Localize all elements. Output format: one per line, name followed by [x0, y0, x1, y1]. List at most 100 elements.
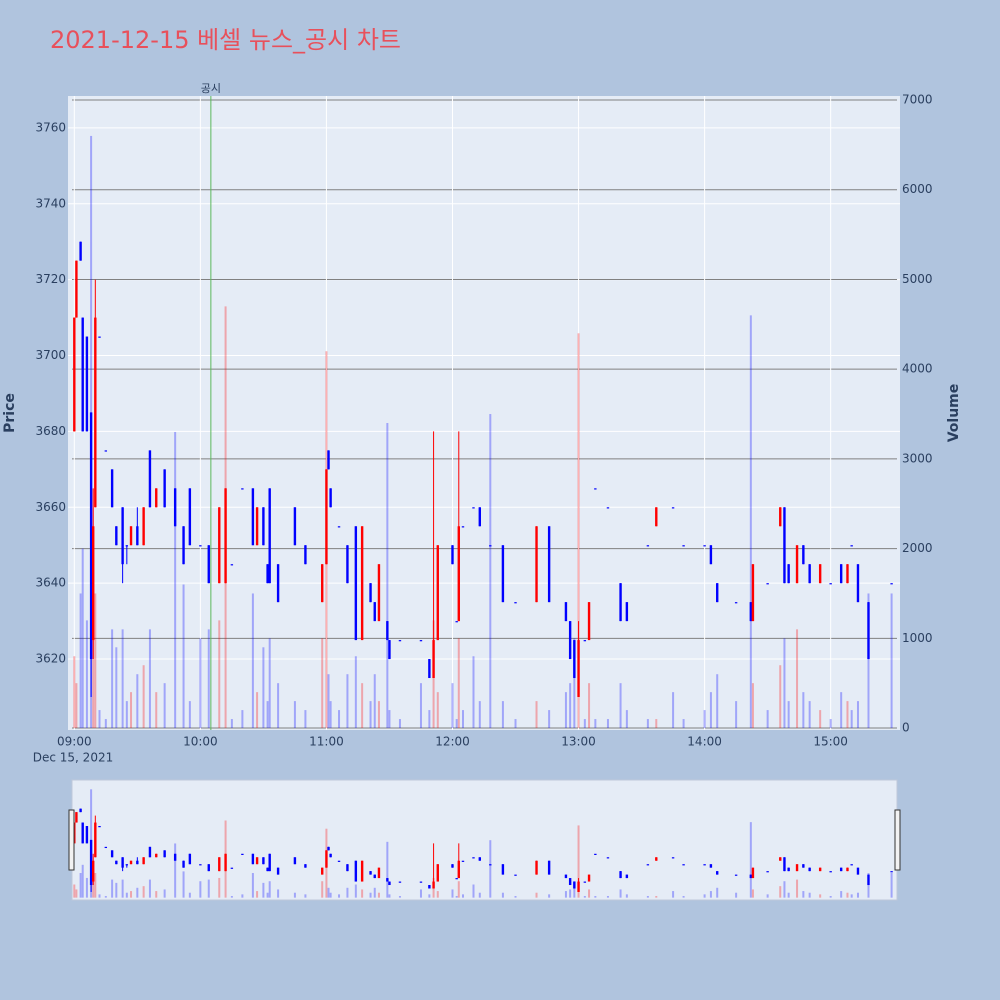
- candle-body: [856, 564, 860, 603]
- volume-bar: [241, 710, 244, 729]
- y-tick-label: 3760: [35, 120, 66, 134]
- volume-bar: [890, 593, 893, 729]
- candle-body: [655, 507, 658, 527]
- volume-bar: [829, 719, 832, 729]
- candle-body-mini: [75, 812, 78, 823]
- volume-bar: [398, 719, 401, 729]
- candle-body-mini: [329, 853, 332, 858]
- candle-body: [304, 545, 307, 565]
- volume-bar-mini: [577, 825, 580, 898]
- volume-bar: [428, 710, 431, 729]
- volume-bar-mini: [104, 895, 107, 898]
- candle-body-mini: [625, 874, 629, 879]
- volume-bar-mini: [230, 895, 233, 898]
- y2-tick-label: 6000: [902, 182, 933, 196]
- candle-body: [573, 640, 576, 679]
- volume-bar-mini: [682, 895, 685, 898]
- volume-bar: [346, 674, 349, 729]
- volume-bar: [327, 674, 330, 729]
- volume-bar: [104, 719, 107, 729]
- candle-body-mini: [327, 846, 330, 851]
- candle-body: [846, 564, 849, 584]
- candle-body: [129, 526, 133, 546]
- volume-bar-mini: [388, 894, 391, 898]
- candle-body: [98, 336, 101, 338]
- volume-bar-mini: [94, 873, 97, 898]
- volume-bar: [856, 701, 859, 729]
- candle-body-mini: [79, 808, 82, 813]
- volume-bar: [94, 593, 97, 729]
- volume-bar: [92, 638, 95, 729]
- candle-body-mini: [360, 860, 364, 882]
- candle-body-mini: [606, 857, 610, 859]
- range-handle[interactable]: [68, 809, 75, 871]
- candle-body-mini: [125, 864, 129, 866]
- candle-body-mini: [587, 874, 591, 882]
- volume-bar-mini: [130, 891, 133, 898]
- volume-bar-mini: [709, 891, 712, 898]
- candle-body: [625, 602, 629, 622]
- candle-body: [115, 526, 118, 546]
- x-tick-label: 13:00: [561, 735, 596, 749]
- candle-body-mini: [98, 826, 101, 828]
- candle-body-mini: [716, 871, 719, 875]
- candle-body: [577, 640, 580, 697]
- volume-bar-mini: [155, 891, 158, 898]
- candle-body: [142, 507, 145, 546]
- candle-body-mini: [81, 822, 84, 844]
- volume-bar-mini: [808, 892, 811, 898]
- candle-body: [89, 412, 93, 660]
- volume-bar: [451, 683, 454, 729]
- candle-body: [75, 260, 78, 318]
- volume-bar-mini: [514, 895, 517, 898]
- range-slider[interactable]: [71, 779, 898, 901]
- volume-bar-mini: [716, 887, 719, 898]
- volume-bar: [377, 701, 380, 729]
- range-handle[interactable]: [894, 809, 901, 871]
- candle-body-mini: [142, 857, 145, 865]
- volume-bar: [783, 638, 786, 729]
- candle-body-mini: [230, 867, 234, 869]
- candle-body-mini: [451, 864, 454, 868]
- volume-bar-mini: [455, 895, 458, 898]
- volume-bar-mini: [703, 894, 706, 898]
- volume-bar: [716, 674, 719, 729]
- candle-body-mini: [432, 881, 435, 889]
- candle-body: [606, 507, 610, 509]
- candle-body-mini: [461, 860, 465, 862]
- candle-body: [354, 526, 358, 641]
- candle-body: [92, 526, 95, 641]
- volume-bar-mini: [293, 892, 296, 898]
- volume-bar-mini: [779, 886, 782, 898]
- candle-body: [671, 507, 675, 509]
- candle-body-mini: [266, 867, 269, 872]
- volume-bar: [125, 701, 128, 729]
- candle-body-mini: [802, 864, 805, 868]
- candle-body: [472, 507, 475, 509]
- y-axis-title: Price: [2, 393, 18, 433]
- x-tick-label: 14:00: [687, 735, 722, 749]
- volume-bar-mini: [188, 892, 191, 898]
- candle-body-mini: [346, 864, 349, 872]
- volume-bar: [606, 719, 609, 729]
- volume-bar: [386, 423, 389, 729]
- candle-body-mini: [388, 881, 391, 886]
- volume-bar: [262, 647, 265, 729]
- candle-body-mini: [682, 864, 685, 866]
- y2-tick-label: 0: [902, 721, 910, 735]
- y-tick-label: 3620: [35, 652, 66, 666]
- y-tick-label: 3700: [35, 348, 66, 362]
- volume-bar: [436, 692, 439, 729]
- y2-tick-label: 2000: [902, 541, 933, 555]
- candle-body-mini: [594, 853, 597, 855]
- candle-body-mini: [163, 850, 166, 858]
- candle-body-mini: [577, 881, 580, 892]
- volume-bar: [218, 620, 221, 729]
- candle-body: [230, 564, 234, 566]
- volume-bar-mini: [262, 882, 265, 898]
- candle-body: [224, 488, 227, 584]
- candle-body: [321, 564, 324, 603]
- volume-bar: [266, 701, 269, 729]
- y2-tick-label: 7000: [902, 93, 933, 107]
